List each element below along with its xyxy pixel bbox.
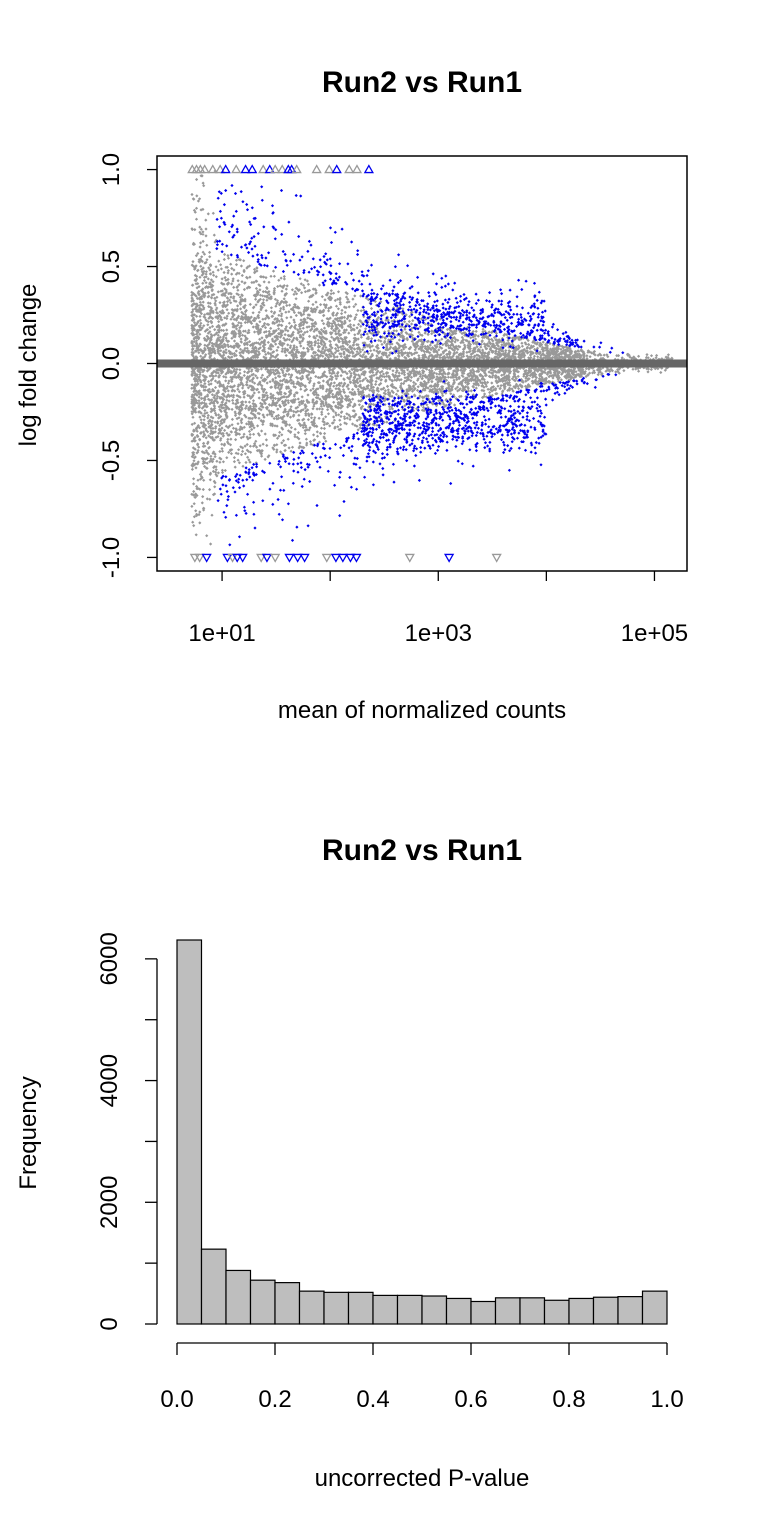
ma-plot-area [157,164,687,563]
ma-clipped-marker-top [258,164,269,174]
histogram-bar [543,1299,570,1325]
histogram-x-tick-label: 0.8 [552,1386,585,1413]
ma-points-layer [190,169,675,547]
histogram-bar [298,1290,325,1325]
ma-clipped-marker-top [331,164,342,174]
ma-clipped-marker-bottom [232,553,243,563]
histogram-x-tick-label: 1.0 [650,1386,683,1413]
ma-clipped-marker-bottom [201,553,212,563]
histogram-bar [274,1282,301,1325]
histogram-x-tick-label: 0.6 [454,1386,487,1413]
histogram-x-tick-label: 0.0 [160,1386,193,1413]
histogram-bar [200,1248,227,1325]
ma-clipped-markers [187,164,502,563]
ma-clipped-marker-top [240,164,251,174]
histogram-bar [568,1297,595,1325]
ma-clipped-marker-top [277,164,288,174]
ma-clipped-marker-top [291,164,302,174]
histogram-bar [445,1297,472,1325]
ma-x-axis: 1e+01 1e+03 1e+05 [188,571,688,647]
ma-y-axis-label: log fold change [15,284,42,447]
ma-clipped-marker-top [231,164,242,174]
ma-clipped-marker-top [264,164,275,174]
ma-y-tick-label: -1.0 [98,537,125,578]
ma-clipped-marker-top [207,164,218,174]
ma-clipped-marker-bottom [194,553,205,563]
ma-clipped-marker-top [351,164,363,174]
histogram-bar [176,939,203,1325]
ma-clipped-marker-bottom [189,553,200,563]
histogram-y-axis: 0 2000 4000 6000 [96,932,158,1331]
histogram-bar [592,1296,619,1325]
ma-clipped-marker-top [215,164,226,174]
ma-plot: Run2 vs Run1 1e+01 1e+03 1e+05 -1.0 -0.5 0.0… [15,66,688,724]
ma-clipped-marker-top [270,164,281,174]
histogram-bar [617,1296,644,1325]
ma-x-tick-label: 1e+01 [188,620,255,647]
histogram-bar [347,1291,374,1325]
ma-clipped-marker-top [324,164,335,174]
histogram-bar [372,1294,399,1325]
ma-clipped-marker-top [363,164,374,174]
ma-clipped-marker-bottom [321,553,332,563]
ma-y-tick-label: 1.0 [98,153,125,186]
ma-clipped-marker-bottom [292,553,303,563]
ma-x-tick-label: 1e+03 [405,620,472,647]
ma-clipped-marker-bottom [351,553,362,563]
ma-clipped-marker-bottom [345,553,356,563]
ma-clipped-marker-bottom [337,553,348,563]
histogram-bar [396,1294,423,1325]
histogram-y-axis-label: Frequency [15,1076,42,1189]
ma-clipped-marker-top [247,164,258,174]
histogram-bar [519,1297,546,1325]
histogram-bar [225,1269,252,1325]
ma-clipped-marker-top [220,164,231,174]
histogram-bar [494,1297,521,1325]
ma-clipped-marker-bottom [237,553,248,563]
ma-x-tick-label: 1e+05 [621,620,688,647]
ma-clipped-marker-bottom [330,553,342,563]
ma-y-tick-label: -0.5 [98,440,125,481]
ma-clipped-marker-bottom [404,553,415,563]
ma-clipped-marker-top [311,164,322,174]
ma-clipped-marker-bottom [299,553,310,563]
histogram-bar [641,1290,668,1325]
histogram-bar [249,1279,276,1325]
histogram-y-tick-label: 2000 [96,1176,123,1229]
ma-clipped-marker-bottom [491,553,502,563]
histogram-y-tick-label: 0 [96,1317,123,1330]
ma-clipped-marker-top [199,164,210,174]
histogram-y-tick-label: 4000 [96,1054,123,1107]
ma-clipped-marker-bottom [261,553,273,563]
histogram-x-axis-label: uncorrected P-value [315,1465,530,1492]
ma-clipped-marker-top [286,164,297,174]
ma-clipped-marker-bottom [222,553,233,563]
histogram-x-axis: 0.0 0.2 0.4 0.6 0.8 1.0 [160,1342,684,1413]
histogram-bar [470,1300,497,1325]
histogram-plot: Run2 vs Run1 0.0 0.2 0.4 0.6 0.8 1.0 0 2000 400… [15,834,684,1492]
ma-plot-title: Run2 vs Run1 [322,66,522,99]
histogram-x-tick-label: 0.4 [356,1386,389,1413]
ma-points-significant [215,183,625,547]
histogram-bar [323,1291,350,1325]
ma-y-tick-label: 0.0 [98,347,125,380]
ma-clipped-marker-bottom [284,553,295,563]
ma-clipped-marker-bottom [256,553,267,563]
histogram-title: Run2 vs Run1 [322,834,522,867]
ma-clipped-marker-top [344,164,355,174]
ma-y-tick-label: 0.5 [98,250,125,283]
ma-clipped-marker-bottom [443,553,455,563]
ma-clipped-marker-bottom [270,553,281,563]
ma-y-axis: -1.0 -0.5 0.0 0.5 1.0 [98,153,157,578]
histogram-x-tick-label: 0.2 [258,1386,291,1413]
histogram-bars [176,939,668,1325]
histogram-y-tick-label: 6000 [96,932,123,985]
ma-zero-line [157,359,687,368]
ma-x-axis-label: mean of normalized counts [278,697,566,724]
ma-points-nonsignificant [190,169,675,546]
histogram-bar [421,1295,448,1325]
